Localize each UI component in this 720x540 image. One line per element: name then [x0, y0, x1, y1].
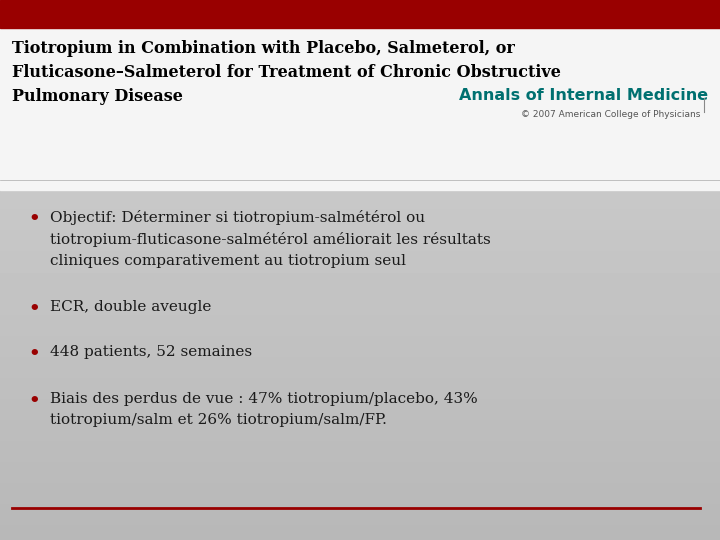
Text: •: • — [28, 345, 40, 363]
Text: Tiotropium in Combination with Placebo, Salmeterol, or: Tiotropium in Combination with Placebo, … — [12, 40, 515, 57]
Text: © 2007 American College of Physicians: © 2007 American College of Physicians — [521, 110, 700, 119]
Text: 448 patients, 52 semaines: 448 patients, 52 semaines — [50, 345, 252, 359]
Text: Objectif: Déterminer si tiotropium-salmétérol ou
tiotropium-fluticasone-salmétér: Objectif: Déterminer si tiotropium-salmé… — [50, 210, 491, 268]
Text: Fluticasone–Salmeterol for Treatment of Chronic Obstructive: Fluticasone–Salmeterol for Treatment of … — [12, 64, 561, 81]
Text: Biais des perdus de vue : 47% tiotropium/placebo, 43%
tiotropium/salm et 26% tio: Biais des perdus de vue : 47% tiotropium… — [50, 392, 478, 427]
Text: •: • — [28, 300, 40, 318]
Text: Annals of Internal Medicine: Annals of Internal Medicine — [459, 88, 708, 103]
Text: ECR, double aveugle: ECR, double aveugle — [50, 300, 212, 314]
Text: Pulmonary Disease: Pulmonary Disease — [12, 88, 183, 105]
Text: •: • — [28, 392, 40, 410]
Text: •: • — [28, 210, 40, 228]
Bar — [0, 0, 720, 28]
Bar — [0, 28, 720, 190]
